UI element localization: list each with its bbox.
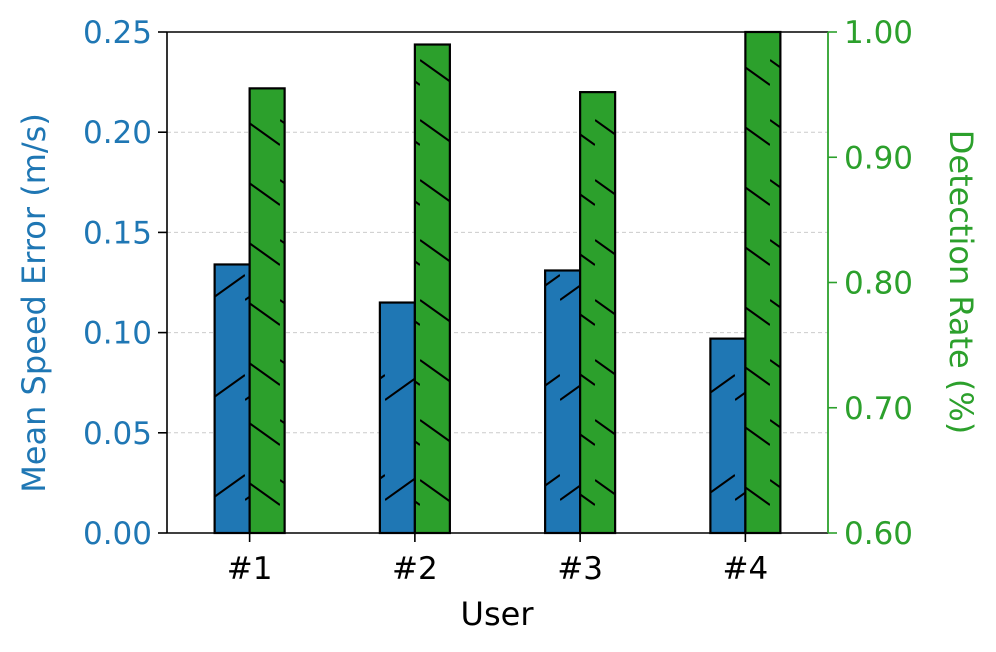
bar-speed-error <box>213 263 251 535</box>
bar-detection-rate <box>248 87 286 535</box>
left-tick-label: 0.15 <box>83 215 152 251</box>
bar-detection-rate <box>744 30 782 535</box>
left-tick-label: 0.20 <box>83 115 152 151</box>
bar-hatch <box>545 270 581 533</box>
bar-speed-error <box>378 301 416 535</box>
x-tick-label: #1 <box>227 551 273 587</box>
bar-detection-rate <box>579 91 617 535</box>
bar-hatch <box>745 32 781 533</box>
bar-hatch <box>379 302 415 533</box>
bar-detection-rate <box>413 43 451 535</box>
left-tick-label: 0.00 <box>83 516 152 552</box>
x-tick-label: #2 <box>392 551 438 587</box>
bars <box>213 30 782 535</box>
right-tick-label: 0.60 <box>844 516 913 552</box>
x-tick-label: #3 <box>557 551 603 587</box>
left-y-axis-title: Mean Speed Error (m/s) <box>15 113 53 493</box>
bar-hatch <box>249 88 285 534</box>
axes: 0.00 0.05 0.10 0.15 0.20 0.25 0.60 0.70 0.80 0.90… <box>83 15 913 587</box>
left-tick-label: 0.25 <box>83 15 152 51</box>
bar-speed-error <box>709 337 747 535</box>
right-y-axis-title: Detection Rate (%) <box>942 130 980 435</box>
bar-hatch <box>214 264 250 533</box>
bar-hatch <box>414 44 450 534</box>
labels: User Mean Speed Error (m/s) Detection Ra… <box>15 113 980 633</box>
left-tick-label: 0.10 <box>83 316 152 352</box>
bar-hatch <box>580 92 616 534</box>
bar-speed-error <box>544 269 582 535</box>
x-axis-title: User <box>461 595 535 633</box>
right-tick-label: 0.80 <box>844 266 913 302</box>
right-tick-label: 0.70 <box>844 391 913 427</box>
right-tick-label: 1.00 <box>844 15 913 51</box>
x-tick-label: #4 <box>723 551 769 587</box>
bar-hatch <box>710 338 746 533</box>
left-tick-label: 0.05 <box>83 416 152 452</box>
right-tick-label: 0.90 <box>844 140 913 176</box>
